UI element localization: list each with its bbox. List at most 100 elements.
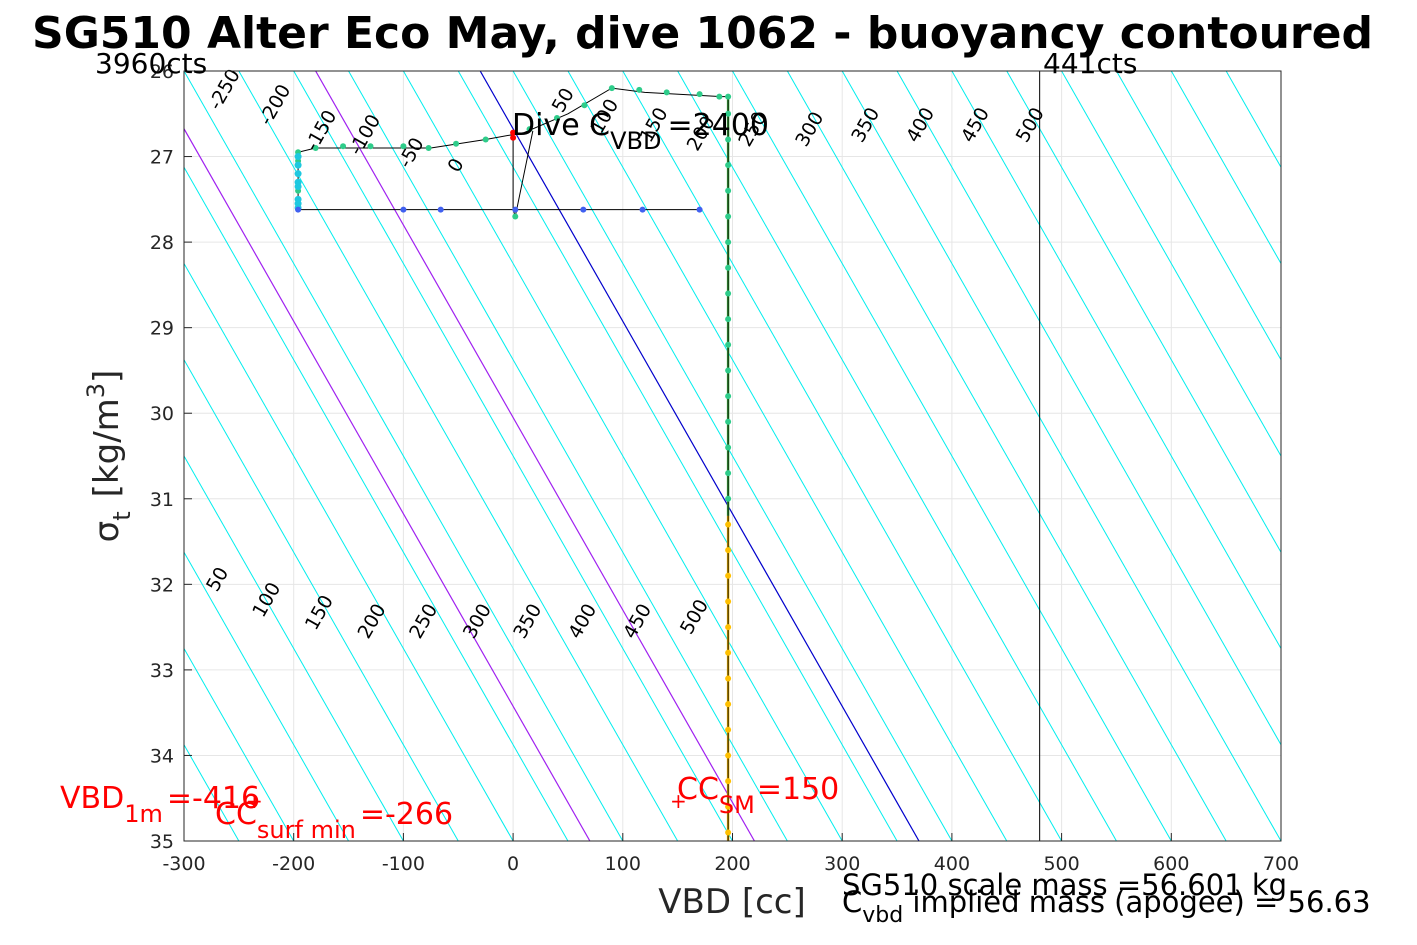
y-tick-label: 31 [150,489,174,511]
point-green [453,140,460,147]
point-green [725,341,732,348]
point-green [725,264,732,271]
data-points [294,85,732,836]
point-green [725,110,732,117]
ccsm-sub: SM [719,791,755,819]
contour-line [0,71,19,841]
point-green [725,290,732,297]
point-green [725,444,732,451]
point-green [725,367,732,374]
cvbd-sub: vbd [862,903,903,928]
point-yellow [725,778,732,785]
point-blue [400,206,407,213]
point-green [725,136,732,143]
y-tick-label: 35 [150,831,174,853]
point-green [340,143,347,150]
contour-line [184,166,569,841]
point-yellow [725,624,732,631]
ccsurf-value: =-266 [360,797,453,832]
dive-cvbd-prefix: Dive C [512,108,610,143]
cvbd-main: C [842,885,862,919]
point-green [608,85,615,92]
x-tick-label: -300 [162,853,205,875]
dive-cvbd-annotation: Dive CVBD =2400 [512,108,769,155]
point-cyan [294,170,302,178]
point-blue [512,206,519,213]
point-cyan [294,153,302,161]
y-tick-label: 27 [150,147,174,169]
y-tick-labels: 26 27 28 29 30 31 32 33 34 35 [150,61,192,853]
point-blue [295,206,302,213]
point-green [425,145,432,151]
point-blue [696,206,703,213]
ccsurf-sub: surf min [257,816,356,844]
point-green [526,126,533,133]
contour-line [402,71,843,841]
y-tick-label: 33 [150,660,174,682]
point-cyan [294,183,302,190]
scale-mass-annotation: SG510 scale mass =56.601 kg [842,868,1287,902]
contour-line [512,71,953,841]
point-green [696,91,703,98]
left-corner-label: 3960cts [95,47,207,80]
vbd1m-marker: + [246,789,263,813]
x-tick-label: 0 [507,853,519,875]
point-blue [580,206,587,213]
y-label-sigma: σ [87,521,127,543]
contour-line [184,454,404,841]
contour-line [896,71,1281,746]
x-tick-label: 300 [824,853,860,875]
contour-line [184,551,349,841]
y-tick-label: 26 [150,61,174,83]
x-tick-label: 100 [605,853,641,875]
point-blue [639,206,646,213]
point-green [367,143,374,150]
point-green [512,213,519,220]
point-green [636,86,643,93]
y-label-sub: t [108,511,136,520]
contour-line [184,647,295,841]
point-green [663,89,670,96]
point-green [725,213,732,220]
point-yellow [725,803,732,810]
contour-line [1116,71,1281,361]
contour-line [1061,71,1281,458]
contour-line [1336,71,1417,841]
point-green [725,495,732,502]
point-blue [437,206,444,213]
y-label-units-a: [kg/m [87,398,127,497]
y-tick-label: 32 [150,574,174,596]
ccsurf-main: CC [215,797,257,832]
point-yellow [725,572,732,579]
point-yellow [725,521,732,528]
point-yellow [725,675,732,682]
contour-line [0,71,74,841]
contour-line [1391,71,1417,841]
contour-line [293,71,733,841]
point-red [510,134,517,141]
contour-line [567,71,1008,841]
point-red [510,129,517,136]
y-axis-label: σt [kg/m3] [82,370,136,543]
point-green [725,239,732,246]
y-tick-label: 28 [150,232,174,254]
point-yellow [725,752,732,759]
connector-path [512,130,534,219]
point-yellow [725,829,732,836]
x-tick-labels: -300 -200 -100 0 100 200 300 400 500 600 700 [162,833,1299,875]
contour-line [1006,71,1281,554]
cyan-contours [0,71,1417,841]
point-cyan [294,161,302,169]
x-tick-label: -100 [382,853,425,875]
y-tick-label: 30 [150,403,174,425]
contour-line [1280,71,1281,73]
y-label-units-sup: 3 [82,383,110,398]
x-tick-label: 600 [1153,853,1189,875]
x-axis-label: VBD [cc] [658,882,806,922]
point-green [725,393,732,400]
special-contours [184,71,920,841]
right-corner-label: 441cts [1043,47,1137,80]
y-axis-label-text: σt [kg/m3] [82,370,136,543]
point-green [725,316,732,323]
